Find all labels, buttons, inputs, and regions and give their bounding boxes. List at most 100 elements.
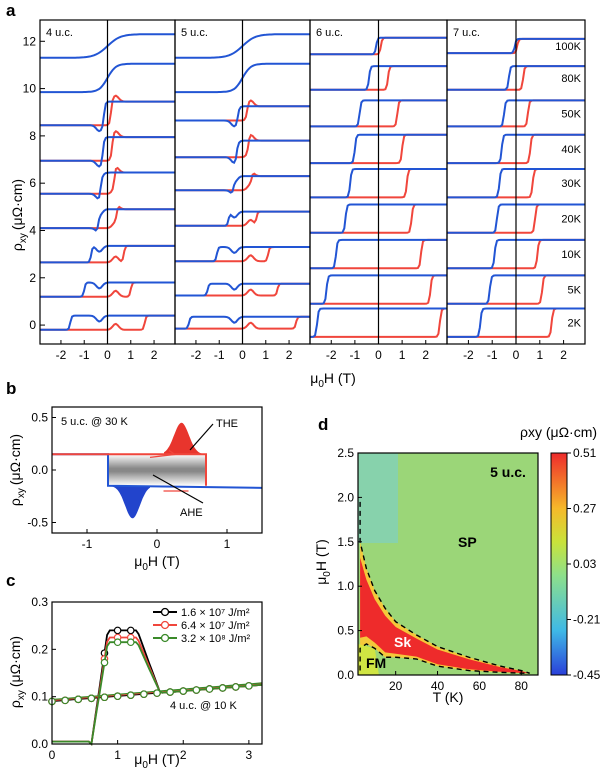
colorbar-tick-label: 0.03 [573,557,597,571]
y-tick-label: 12 [23,34,37,48]
low-t-high-field-fill [358,453,398,543]
y-tick-label: 4 [29,223,36,237]
data-marker [231,683,240,691]
panel-a-ylabel: ρxy(μΩ·cm) [9,179,29,251]
panel-c: 1.6 × 10⁷ J/m²6.4 × 10⁷ J/m²3.2 × 10⁸ J/… [7,595,263,769]
panel-a: 4 u.c. 5 u.c. 6 u.c. 7 u.c. 100K 80K 50K 40K 30K… [9,19,586,390]
legend-marker [160,620,170,630]
legend-entry: 1.6 × 10⁷ J/m² [181,607,250,619]
data-marker [113,638,122,647]
sk-region [360,527,530,674]
data-marker [87,694,96,703]
panel-b-xlabel: μ0H (T) [134,553,180,573]
y-tick-label: 2 [29,271,36,285]
x-tick-label: 1 [127,348,134,362]
y-tick-label: 2.5 [337,446,354,460]
data-marker [218,684,227,692]
x-tick-label: -1 [82,537,93,551]
panel-a-curves [40,33,585,338]
data-marker [179,687,188,695]
label-the: THE [216,418,238,430]
y-tick-label: 0.1 [31,690,48,704]
sk-lower-boundary [359,643,530,674]
panel-b-annotation: 5 u.c. @ 30 K [61,416,128,428]
panel-a-xlabel: μ0H (T) [310,370,356,390]
x-tick-label: 2 [286,348,293,362]
sweep-up-curve [52,453,207,486]
y-tick-label: 0.0 [31,737,48,751]
x-tick-label: -2 [463,348,474,362]
x-tick-label: 2 [560,348,567,362]
x-tick-label: 1 [536,348,543,362]
x-tick-label: 2 [180,748,187,762]
thickness-label: 4 u.c. [46,27,73,39]
colorbar-tick-label: 0.27 [573,502,597,516]
the-peak [164,422,206,455]
temperature-label: 30K [561,178,581,190]
region-sk: Sk [394,634,411,650]
x-tick-label: 0 [104,348,111,362]
y-tick-label: 0.5 [31,411,48,425]
panel-d-ylabel: μ0H (T) [313,539,333,585]
data-marker [245,682,253,690]
y-tick-label: 2.0 [337,490,354,504]
sk-upper-boundary [359,501,530,674]
data-marker [126,691,135,699]
x-tick-label: -1 [487,348,498,362]
x-tick-label: -1 [79,348,90,362]
x-tick-label: 0 [513,348,520,362]
x-tick-label: 80 [515,679,529,693]
colorbar [550,452,568,676]
x-tick-label: -2 [191,348,202,362]
x-tick-label: -2 [56,348,67,362]
x-tick-label: -1 [214,348,225,362]
fm-region [358,643,379,675]
x-tick-label: 1 [114,748,121,762]
legend-marker [160,633,170,643]
the-dip [108,485,150,519]
x-tick-label: 20 [389,679,403,693]
region-sp: SP [458,534,477,550]
panel-d-xlabel: T (K) [433,689,464,705]
temperature-label: 5K [568,285,582,297]
data-marker [61,696,69,705]
colorbar-tick-label: -0.45 [573,668,601,682]
panel-letter-d: d [318,415,328,434]
data-marker [113,626,122,635]
data-marker [74,695,83,704]
thickness-label: 6 u.c. [316,27,343,39]
data-marker [166,688,174,696]
panel-letter-c: c [6,571,15,590]
x-tick-label: -1 [350,348,361,362]
x-tick-label: 2 [422,348,429,362]
data-marker [205,685,214,693]
panel-d-title: 5 u.c. [490,464,526,480]
y-tick-label: 0.0 [337,668,354,682]
the-arrow [189,423,214,451]
ahe-area [108,454,206,486]
x-tick-label: 60 [473,679,487,693]
panel-c-ylabel: ρxy(μΩ·cm) [7,636,27,708]
temperature-label: 20K [561,214,581,226]
series-line [52,641,263,746]
thickness-label: 7 u.c. [453,27,480,39]
x-tick-label: 2 [151,348,158,362]
panel-letter-a: a [6,1,16,20]
temperature-label: 100K [555,41,581,53]
y-tick-label: 8 [29,129,36,143]
panel-c-xlabel: μ0H (T) [134,751,180,769]
x-tick-label: 0 [375,348,382,362]
data-marker [192,686,201,694]
temperature-label: 10K [561,249,581,261]
y-tick-label: 0.5 [337,624,354,638]
x-tick-label: 0 [49,748,56,762]
y-tick-label: 0.0 [31,463,48,477]
data-marker [126,626,135,635]
legend-marker [160,607,170,617]
data-marker [126,638,135,647]
temperature-label: 40K [561,144,581,156]
data-marker [113,692,122,701]
panel-d: 5 u.c. SP Sk FM 0.51 0.27 0.03 -0.21 -0.45 ρ… [313,424,601,705]
data-marker [153,689,161,697]
panel-letter-b: b [6,379,16,398]
